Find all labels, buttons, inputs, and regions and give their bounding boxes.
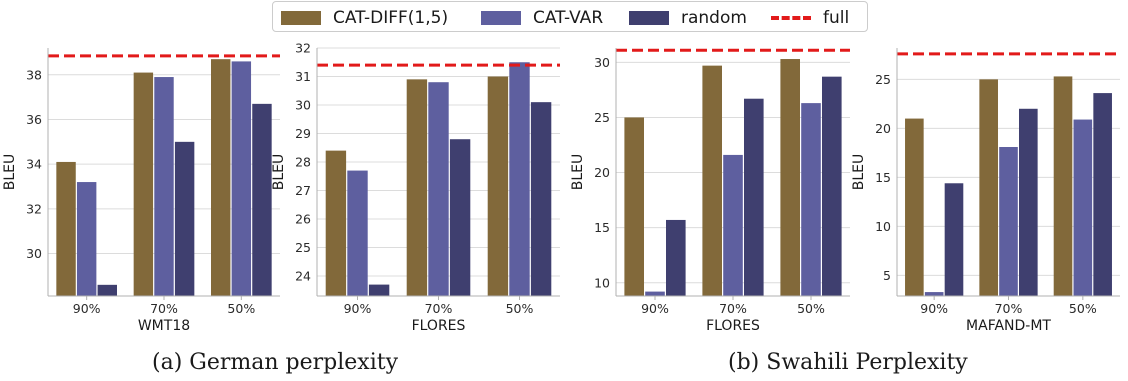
panel-2-xtick-label: 90% bbox=[344, 301, 372, 316]
panel-3-xlabel: FLORES bbox=[706, 318, 760, 334]
panel-2-bar-cat-var-70 bbox=[428, 82, 449, 296]
panel-4-ytick-label: 5 bbox=[883, 268, 891, 283]
panel-1-bar-random-50 bbox=[252, 103, 272, 296]
panel-1-bar-random-90 bbox=[97, 284, 117, 296]
panel-1-xlabel: WMT18 bbox=[138, 318, 190, 334]
legend-label-cat-var: CAT-VAR bbox=[533, 7, 604, 28]
panel-4-ytick-label: 10 bbox=[875, 219, 891, 234]
caption-b: (b) Swahili Perplexity bbox=[728, 350, 968, 375]
panel-4-bar-cat-var-70 bbox=[999, 147, 1018, 296]
panel-1-xtick-label: 50% bbox=[227, 301, 255, 316]
panel-2-ytick-label: 27 bbox=[295, 183, 311, 198]
legend-line-full bbox=[771, 15, 811, 20]
panel-2-bar-random-90 bbox=[368, 284, 390, 296]
panel-2-ytick-label: 25 bbox=[295, 240, 311, 255]
panel-2-bar-random-70 bbox=[449, 139, 471, 296]
panel-4-xtick-label: 50% bbox=[1069, 301, 1097, 316]
panel-2-xtick-label: 50% bbox=[506, 301, 534, 316]
panel-1-bar-cat-diff-1-5-50 bbox=[211, 59, 231, 296]
panel-4-bar-cat-diff-1-5-50 bbox=[1053, 76, 1073, 296]
panel-4-bar-cat-var-50 bbox=[1073, 119, 1093, 296]
panel-1-bar-cat-diff-1-5-90 bbox=[56, 161, 76, 296]
panel-1-bar-cat-var-90 bbox=[76, 182, 97, 296]
panel-3-bar-random-90 bbox=[666, 219, 686, 296]
panel-2-ytick-label: 32 bbox=[295, 41, 311, 56]
panel-4-bar-cat-diff-1-5-70 bbox=[979, 79, 998, 297]
panel-3-ytick-label: 25 bbox=[594, 110, 610, 125]
legend-label-full: full bbox=[823, 7, 850, 28]
panel-2-bar-random-50 bbox=[530, 102, 552, 296]
panel-3-bar-cat-diff-1-5-90 bbox=[624, 117, 644, 296]
panel-2-xlabel: FLORES bbox=[412, 318, 466, 334]
panel-3-ytick-label: 15 bbox=[594, 220, 610, 235]
panel-3-xtick-label: 70% bbox=[719, 301, 747, 316]
panel-2-bar-cat-var-90 bbox=[347, 170, 368, 296]
caption-a: (a) German perplexity bbox=[152, 350, 398, 375]
panel-2-bar-cat-diff-1-5-50 bbox=[487, 76, 509, 297]
panel-1-ytick-label: 34 bbox=[26, 157, 42, 172]
panel-2-bar-cat-var-50 bbox=[509, 62, 530, 297]
panel-3-bar-cat-var-90 bbox=[645, 291, 665, 296]
panel-1-ytick-label: 32 bbox=[26, 201, 42, 216]
panel-2-ytick-label: 24 bbox=[295, 269, 311, 284]
panel-4-ylabel: BLEU bbox=[851, 154, 867, 191]
legend-label-random: random bbox=[681, 7, 747, 28]
panel-4-bar-random-70 bbox=[1019, 108, 1038, 296]
legend-label-cat-diff: CAT-DIFF(1,5) bbox=[333, 7, 449, 28]
panel-3-bar-cat-var-70 bbox=[723, 154, 743, 296]
panel-3-ylabel: BLEU bbox=[570, 154, 586, 191]
panel-3-ytick-label: 10 bbox=[594, 275, 610, 290]
panel-4-xtick-label: 70% bbox=[995, 301, 1023, 316]
panel-4-xtick-label: 90% bbox=[920, 301, 948, 316]
panel-2-ytick-label: 30 bbox=[295, 98, 311, 113]
panel-1-bar-cat-var-70 bbox=[154, 77, 174, 296]
panel-3-xtick-label: 50% bbox=[797, 301, 825, 316]
panel-3-ytick-label: 20 bbox=[594, 165, 610, 180]
panel-2-ylabel: BLEU bbox=[271, 154, 287, 191]
panel-3-bar-random-70 bbox=[744, 98, 764, 296]
panel-4-bar-cat-var-90 bbox=[924, 292, 944, 296]
panel-4-xlabel: MAFAND-MT bbox=[966, 318, 1051, 334]
panel-2-ytick-label: 26 bbox=[295, 212, 311, 227]
panel-3-ytick-label: 30 bbox=[594, 55, 610, 70]
panel-1-ytick-label: 38 bbox=[26, 67, 42, 82]
panel-2-ytick-label: 31 bbox=[295, 69, 311, 84]
panel-3-xtick-label: 90% bbox=[641, 301, 669, 316]
legend-item-full: full bbox=[771, 2, 849, 33]
panel-4-ytick-label: 20 bbox=[875, 121, 891, 136]
panel-2-bar-cat-diff-1-5-90 bbox=[325, 150, 347, 296]
panel-2-ytick-label: 29 bbox=[295, 126, 311, 141]
legend-item-random: random bbox=[629, 2, 747, 33]
legend-item-cat-diff: CAT-DIFF(1,5) bbox=[281, 2, 448, 33]
legend-swatch-cat-var bbox=[481, 10, 521, 25]
legend: CAT-DIFF(1,5) CAT-VAR random full bbox=[272, 1, 868, 32]
panel-4-bar-random-50 bbox=[1093, 93, 1112, 296]
panel-1-bar-cat-var-50 bbox=[231, 61, 252, 296]
panel-4-ytick-label: 15 bbox=[875, 170, 891, 185]
panel-3-bar-cat-diff-1-5-50 bbox=[780, 59, 800, 297]
panel-1-bar-cat-diff-1-5-70 bbox=[133, 72, 154, 297]
panel-4-bar-cat-diff-1-5-90 bbox=[905, 118, 924, 296]
panel-2-bar-cat-diff-1-5-70 bbox=[406, 79, 428, 296]
panel-4-bar-random-90 bbox=[944, 183, 964, 296]
panel-1-xtick-label: 70% bbox=[150, 301, 178, 316]
panel-4-ytick-label: 25 bbox=[875, 72, 891, 87]
panel-3-bar-cat-var-50 bbox=[801, 103, 821, 296]
panel-3-bar-cat-diff-1-5-70 bbox=[702, 65, 722, 296]
panel-1-ylabel: BLEU bbox=[2, 154, 18, 191]
panel-1-bar-random-70 bbox=[174, 141, 195, 296]
panel-2-xtick-label: 70% bbox=[425, 301, 453, 316]
panel-1-ytick-label: 30 bbox=[26, 246, 42, 261]
panel-2-ytick-label: 28 bbox=[295, 155, 311, 170]
panel-1-xtick-label: 90% bbox=[73, 301, 101, 316]
legend-item-cat-var: CAT-VAR bbox=[481, 2, 603, 33]
legend-swatch-cat-diff bbox=[281, 10, 321, 25]
panel-1-ytick-label: 36 bbox=[26, 112, 42, 127]
panel-3-bar-random-50 bbox=[822, 76, 842, 296]
legend-swatch-random bbox=[629, 10, 669, 25]
